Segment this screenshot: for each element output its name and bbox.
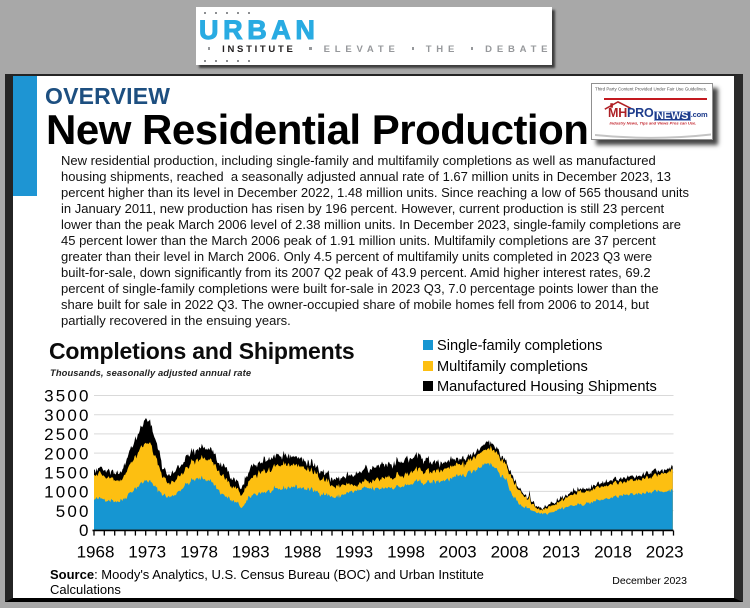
svg-text:1500: 1500 <box>44 463 91 482</box>
svg-text:2013: 2013 <box>542 542 580 561</box>
svg-text:1000: 1000 <box>44 483 91 502</box>
svg-text:1988: 1988 <box>284 542 322 561</box>
svg-text:1978: 1978 <box>180 542 218 561</box>
svg-text:0: 0 <box>79 521 91 540</box>
svg-text:2018: 2018 <box>594 542 632 561</box>
svg-text:1998: 1998 <box>387 542 425 561</box>
svg-text:2003: 2003 <box>439 542 477 561</box>
svg-text:2500: 2500 <box>44 425 91 444</box>
svg-text:500: 500 <box>56 502 91 521</box>
svg-text:1968: 1968 <box>77 542 115 561</box>
svg-text:2000: 2000 <box>44 444 91 463</box>
svg-text:3000: 3000 <box>44 406 91 425</box>
svg-text:1973: 1973 <box>128 542 166 561</box>
svg-text:2023: 2023 <box>646 542 684 561</box>
svg-text:1983: 1983 <box>232 542 270 561</box>
svg-text:2008: 2008 <box>491 542 529 561</box>
svg-text:1993: 1993 <box>335 542 373 561</box>
svg-text:3500: 3500 <box>44 387 91 406</box>
